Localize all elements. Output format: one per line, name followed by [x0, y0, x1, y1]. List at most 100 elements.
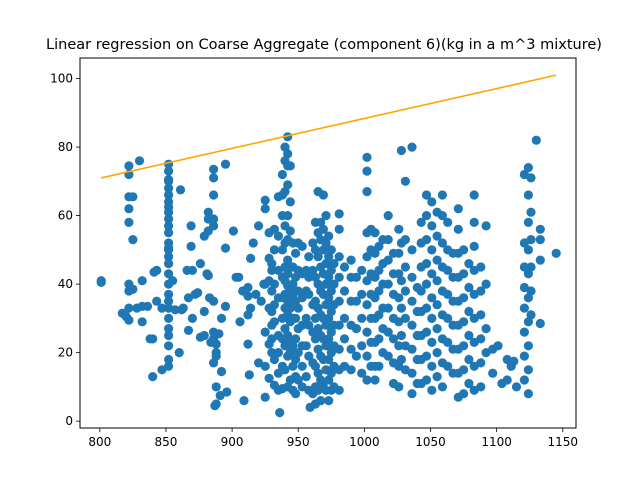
data-point [304, 351, 314, 361]
data-point [416, 286, 426, 296]
data-point [321, 341, 331, 351]
data-point [187, 265, 197, 275]
data-point [493, 341, 503, 351]
data-point [394, 293, 404, 303]
data-point [459, 317, 469, 327]
data-point [432, 324, 442, 334]
data-point [421, 190, 432, 200]
data-point [464, 330, 474, 341]
data-point [526, 286, 536, 296]
data-point [526, 262, 536, 272]
data-point [396, 276, 406, 286]
data-point [301, 265, 311, 275]
data-point [128, 192, 138, 202]
data-point [407, 142, 417, 152]
data-point [469, 241, 479, 251]
data-point [152, 265, 162, 275]
data-point [216, 313, 227, 323]
data-point [293, 348, 303, 358]
data-point [267, 348, 277, 358]
data-point [459, 293, 469, 303]
data-point [437, 190, 447, 200]
data-point [339, 334, 350, 344]
data-point [502, 375, 512, 385]
data-point [280, 365, 290, 375]
data-point [246, 253, 256, 263]
data-point [464, 354, 474, 365]
data-point [164, 166, 174, 176]
data-point [209, 190, 219, 200]
x-tick-label: 900 [221, 435, 244, 449]
data-point [523, 190, 534, 200]
data-point [488, 368, 498, 378]
data-point [427, 197, 437, 207]
data-point [432, 255, 442, 265]
data-point [164, 313, 174, 323]
data-point [437, 211, 447, 221]
data-point [362, 300, 372, 310]
y-tick-label: 100 [50, 72, 73, 86]
data-point [175, 185, 186, 195]
data-point [334, 272, 344, 282]
data-point [526, 173, 536, 183]
data-point [523, 365, 534, 375]
data-point [523, 317, 534, 327]
data-point [523, 163, 534, 173]
data-point [168, 276, 178, 286]
data-point [243, 339, 253, 349]
axes-frame [79, 57, 577, 429]
data-point [134, 156, 145, 166]
data-point [519, 262, 530, 272]
data-point [291, 248, 301, 258]
data-point [383, 211, 393, 221]
data-point [351, 272, 361, 282]
data-point [421, 303, 432, 313]
data-point [124, 315, 134, 325]
data-point [148, 372, 158, 382]
data-point [421, 375, 432, 385]
data-point [351, 351, 361, 361]
data-point [291, 313, 301, 323]
data-point [459, 269, 469, 279]
data-point [370, 228, 380, 238]
data-point [427, 221, 437, 231]
data-point [394, 248, 404, 258]
data-point [260, 327, 270, 337]
data-point [186, 221, 196, 231]
data-point [254, 221, 264, 231]
data-point [362, 351, 372, 361]
data-point [362, 187, 372, 197]
data-point [443, 265, 453, 275]
data-point [137, 276, 147, 286]
data-point [285, 303, 295, 313]
data-point [304, 320, 314, 330]
data-point [318, 190, 328, 200]
data-point [459, 389, 469, 399]
data-point [324, 272, 334, 282]
data-point [209, 173, 219, 183]
data-point [164, 214, 174, 224]
data-point [519, 327, 530, 337]
data-point [326, 368, 336, 378]
data-point [427, 293, 437, 303]
data-point [260, 204, 270, 214]
data-point [427, 337, 437, 347]
data-point [174, 348, 184, 358]
data-point [526, 310, 536, 320]
data-point [170, 305, 180, 315]
data-point [370, 375, 380, 385]
data-point [269, 354, 279, 365]
data-point [220, 243, 231, 253]
data-point [244, 370, 254, 380]
data-point [164, 330, 174, 341]
data-point [374, 241, 384, 251]
data-point [370, 248, 380, 258]
data-point [324, 231, 334, 241]
data-point [432, 348, 442, 358]
data-point [124, 161, 134, 171]
data-point [293, 286, 303, 296]
data-point [291, 354, 301, 365]
data-point [476, 286, 486, 296]
data-point [476, 310, 486, 320]
